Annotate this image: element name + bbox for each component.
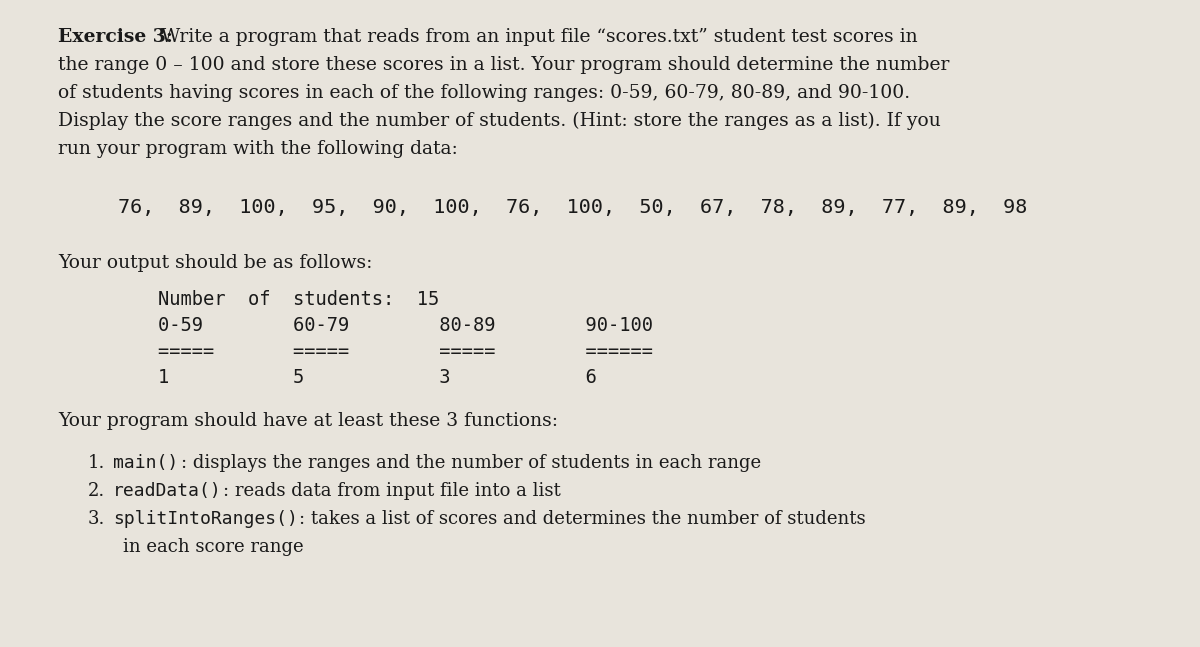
Text: 2.: 2. — [88, 482, 106, 500]
Text: in each score range: in each score range — [124, 538, 304, 556]
Text: 76,  89,  100,  95,  90,  100,  76,  100,  50,  67,  78,  89,  77,  89,  98: 76, 89, 100, 95, 90, 100, 76, 100, 50, 6… — [118, 198, 1027, 217]
Text: 0-59        60-79        80-89        90-100: 0-59 60-79 80-89 90-100 — [158, 316, 653, 335]
Text: 1           5            3            6: 1 5 3 6 — [158, 368, 596, 387]
Text: 1.: 1. — [88, 454, 106, 472]
Text: Your program should have at least these 3 functions:: Your program should have at least these … — [58, 412, 558, 430]
Text: : displays the ranges and the number of students in each range: : displays the ranges and the number of … — [181, 454, 761, 472]
Text: 3.: 3. — [88, 510, 106, 528]
Text: : takes a list of scores and determines the number of students: : takes a list of scores and determines … — [299, 510, 865, 528]
Text: readData(): readData() — [113, 482, 222, 500]
Text: Number  of  students:  15: Number of students: 15 — [158, 290, 439, 309]
Text: splitIntoRanges(): splitIntoRanges() — [113, 510, 298, 528]
Text: the range 0 – 100 and store these scores in a list. Your program should determin: the range 0 – 100 and store these scores… — [58, 56, 949, 74]
Text: Write a program that reads from an input file “scores.txt” student test scores i: Write a program that reads from an input… — [161, 28, 918, 46]
Text: Exercise 3:: Exercise 3: — [58, 28, 179, 46]
Text: main(): main() — [113, 454, 179, 472]
Text: Display the score ranges and the number of students. (Hint: store the ranges as : Display the score ranges and the number … — [58, 112, 941, 130]
Text: : reads data from input file into a list: : reads data from input file into a list — [223, 482, 560, 500]
Text: of students having scores in each of the following ranges: 0-59, 60-79, 80-89, a: of students having scores in each of the… — [58, 84, 910, 102]
Text: =====       =====        =====        ======: ===== ===== ===== ====== — [158, 342, 653, 361]
Text: Your output should be as follows:: Your output should be as follows: — [58, 254, 372, 272]
Text: run your program with the following data:: run your program with the following data… — [58, 140, 457, 158]
